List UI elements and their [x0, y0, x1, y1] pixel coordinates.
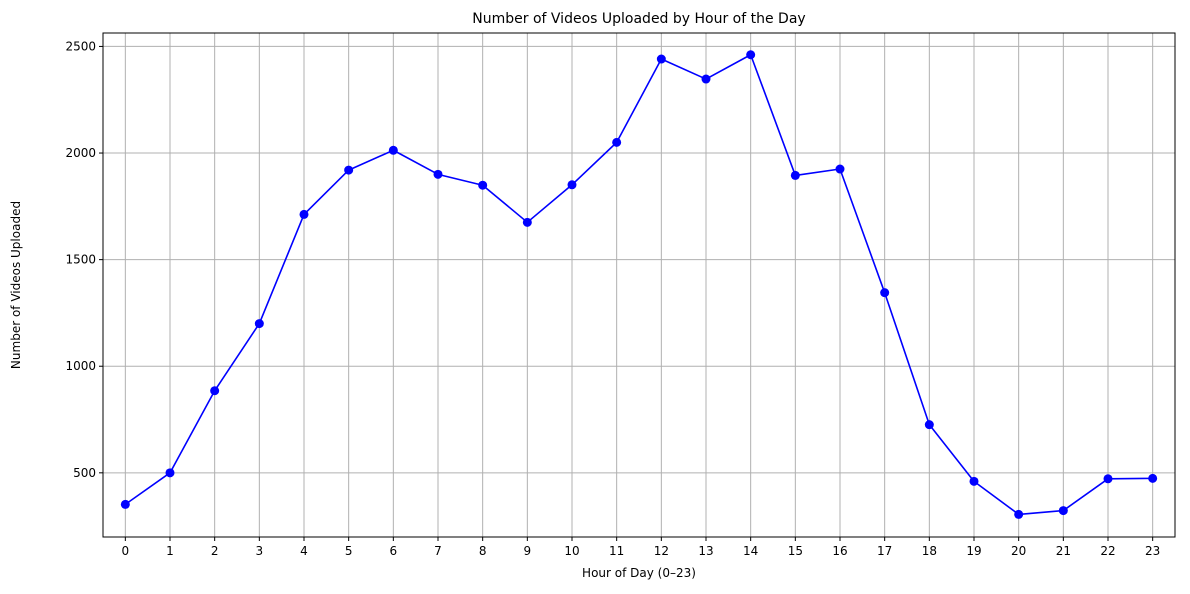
y-axis-ticks: 500 1000 1500 2000 2500: [65, 39, 103, 480]
x-tick-label: 1: [166, 544, 174, 558]
x-tick-label: 19: [966, 544, 981, 558]
x-tick-label: 22: [1100, 544, 1115, 558]
data-point: [790, 170, 800, 180]
x-tick-label: 18: [922, 544, 937, 558]
data-point: [299, 209, 309, 219]
y-tick-label: 1500: [65, 253, 96, 267]
data-point: [612, 137, 622, 147]
x-tick-label: 0: [122, 544, 130, 558]
x-tick-label: 8: [479, 544, 487, 558]
data-point: [120, 499, 130, 509]
data-point: [433, 169, 443, 179]
data-point: [924, 420, 934, 430]
data-point: [165, 468, 175, 478]
x-axis-ticks: 0 1 2 3 4 5 6 7 8 9 10 11 12 13 14 15 16 17 18 19 20 21 22 23: [122, 537, 1160, 558]
x-tick-label: 6: [390, 544, 398, 558]
x-tick-label: 11: [609, 544, 624, 558]
data-point: [835, 164, 845, 174]
x-tick-label: 2: [211, 544, 219, 558]
plot-frame: [102, 32, 1176, 538]
data-point: [701, 74, 711, 84]
x-tick-label: 23: [1145, 544, 1160, 558]
data-point: [746, 50, 756, 60]
data-point: [210, 386, 220, 396]
x-tick-label: 7: [434, 544, 442, 558]
data-point: [567, 180, 577, 190]
x-tick-label: 21: [1056, 544, 1071, 558]
x-axis-label: Hour of Day (0–23): [582, 566, 696, 580]
grid: [103, 33, 1175, 537]
x-tick-label: 3: [256, 544, 264, 558]
y-axis-label: Number of Videos Uploaded: [9, 201, 23, 369]
data-point: [1014, 509, 1024, 519]
data-point: [522, 217, 532, 227]
data-point: [478, 180, 488, 190]
x-tick-label: 13: [698, 544, 713, 558]
x-tick-label: 16: [832, 544, 847, 558]
x-tick-label: 17: [877, 544, 892, 558]
series: [120, 50, 1158, 519]
data-point: [1058, 506, 1068, 516]
x-tick-label: 14: [743, 544, 758, 558]
chart-title: Number of Videos Uploaded by Hour of the…: [472, 11, 805, 27]
x-tick-label: 10: [564, 544, 579, 558]
x-tick-label: 4: [300, 544, 308, 558]
y-tick-label: 2000: [65, 146, 96, 160]
data-point: [344, 165, 354, 175]
data-point: [656, 54, 666, 64]
data-point: [388, 145, 398, 155]
x-tick-label: 9: [524, 544, 532, 558]
data-point: [880, 288, 890, 298]
y-tick-label: 2500: [65, 39, 96, 53]
data-point: [254, 319, 264, 329]
data-point: [1103, 474, 1113, 484]
y-tick-label: 500: [73, 466, 96, 480]
x-tick-label: 12: [654, 544, 669, 558]
series-line: [124, 53, 1153, 516]
x-tick-label: 20: [1011, 544, 1026, 558]
x-tick-label: 5: [345, 544, 353, 558]
data-point: [969, 476, 979, 486]
y-tick-label: 1000: [65, 359, 96, 373]
data-point: [1148, 473, 1158, 483]
x-tick-label: 15: [788, 544, 803, 558]
